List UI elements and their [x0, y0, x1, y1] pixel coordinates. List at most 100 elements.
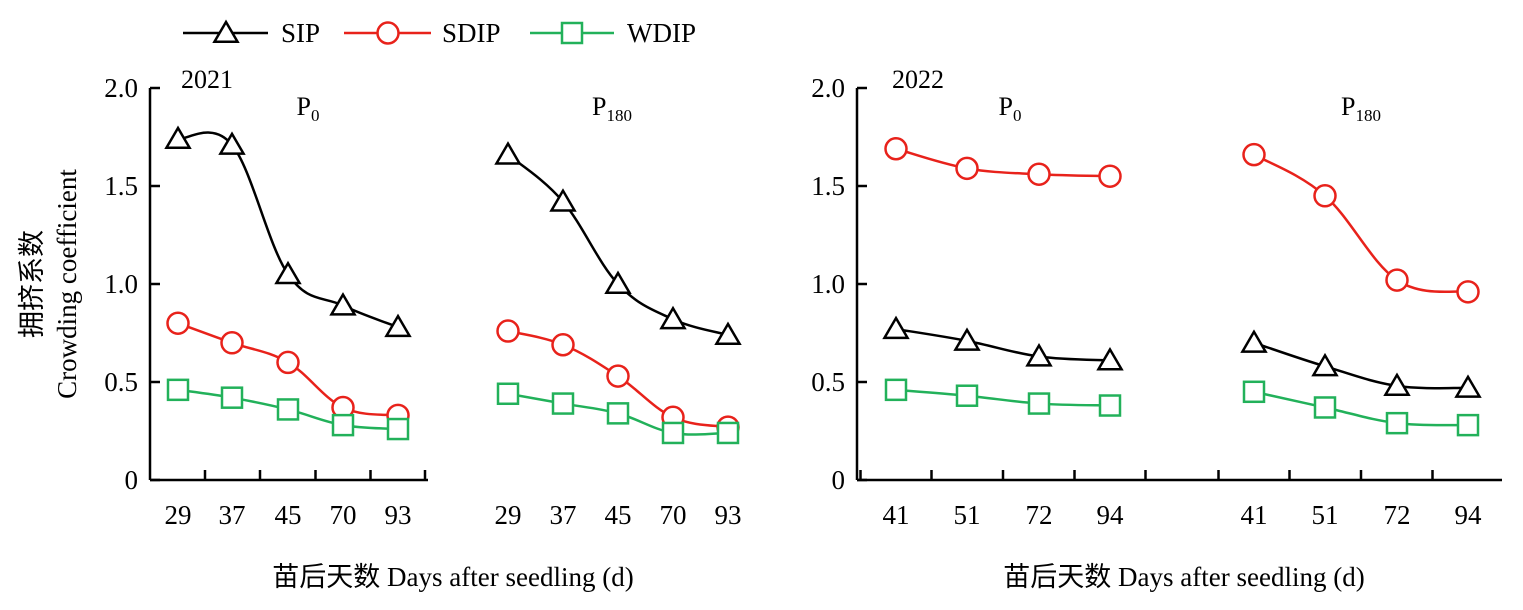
data-point: [549, 188, 577, 212]
x-tick-label: 93: [385, 500, 412, 530]
series-line: [895, 147, 1111, 178]
series-sdip: [166, 311, 410, 428]
legend-marker: [560, 21, 584, 45]
y-axis-title-cn: 拥挤系数: [17, 230, 47, 338]
x-tick-label: 37: [550, 500, 577, 530]
data-point: [496, 382, 520, 406]
legend-label: WDIP: [627, 18, 696, 48]
y-tick-label: 0: [832, 465, 846, 495]
data-point: [384, 313, 412, 338]
data-point: [276, 398, 300, 421]
legend-label: SIP: [281, 18, 320, 48]
data-point: [220, 386, 244, 409]
x-tick-label: 45: [275, 500, 302, 530]
panel-P0: P0 41 51 72 94: [882, 92, 1125, 530]
chart-2022: 0 0.5 1.0 1.5 2.0 2022 苗后天数 Days after seedlin…: [811, 65, 1502, 592]
data-point: [716, 421, 740, 445]
legend-item-sip: SIP: [183, 18, 320, 48]
data-point: [329, 292, 357, 316]
x-tick-label: 45: [605, 500, 632, 530]
y-tick-label: 0: [125, 465, 139, 495]
series-line: [895, 388, 1111, 407]
data-point: [955, 156, 979, 181]
panel-P0: P0 29 37 45 70 93: [164, 92, 412, 530]
x-tick-label: 70: [330, 500, 357, 530]
data-point: [1027, 162, 1051, 186]
data-point: [1096, 346, 1124, 371]
data-point: [1311, 352, 1339, 377]
x-tick-label: 29: [495, 500, 522, 530]
year-label: 2021: [181, 65, 233, 94]
legend-item-wdip: WDIP: [530, 18, 696, 48]
data-point: [606, 364, 630, 388]
data-point: [1098, 164, 1122, 188]
data-point: [551, 392, 575, 415]
data-point: [551, 333, 575, 357]
panel-title: P0: [297, 92, 320, 125]
series-wdip: [1242, 380, 1480, 437]
data-point: [661, 421, 685, 445]
data-point: [606, 402, 630, 425]
y-tick-label: 1.5: [104, 171, 138, 201]
x-tick-label: 72: [1384, 500, 1411, 530]
data-point: [955, 384, 979, 407]
x-tick-label: 51: [1312, 500, 1339, 530]
panel-P180: P180 29 37 45 70 93: [494, 92, 742, 530]
data-point: [1025, 343, 1053, 367]
y-tick-label: 2.0: [811, 73, 845, 103]
data-point: [659, 305, 687, 330]
data-point: [1240, 329, 1268, 353]
y-tick-label: 1.0: [811, 269, 845, 299]
legend-label: SDIP: [442, 18, 501, 48]
data-point: [218, 131, 246, 155]
x-tick-label: 72: [1026, 500, 1053, 530]
data-point: [496, 319, 520, 343]
chart-groups: 0 0.5 1.0 1.5 2.0 2021 苗后天数 Days after seedlin…: [104, 65, 1502, 592]
x-tick-label: 94: [1455, 500, 1483, 530]
data-point: [1313, 184, 1337, 208]
panel-title: P180: [592, 92, 632, 125]
series-sip: [494, 141, 742, 346]
x-tick-label: 41: [883, 500, 910, 530]
x-tick-label: 93: [715, 500, 742, 530]
data-point: [1456, 280, 1480, 304]
y-tick-label: 0.5: [104, 367, 138, 397]
data-point: [1098, 394, 1122, 417]
series-sip: [164, 125, 412, 338]
data-point: [276, 350, 300, 375]
x-tick-label: 70: [660, 500, 687, 530]
x-tick-label: 94: [1097, 500, 1125, 530]
data-point: [164, 125, 192, 150]
data-point: [331, 413, 355, 437]
y-tick-label: 1.0: [104, 269, 138, 299]
data-point: [166, 311, 190, 335]
series-sip: [882, 315, 1124, 371]
legend-item-sdip: SDIP: [344, 18, 501, 48]
y-tick-label: 0.5: [811, 367, 845, 397]
series-line: [507, 153, 729, 337]
x-tick-label: 29: [165, 500, 192, 530]
series-line: [1253, 341, 1469, 390]
series-wdip: [166, 378, 410, 441]
data-point: [714, 321, 742, 346]
x-tick-label: 41: [1241, 500, 1268, 530]
legend-marker: [376, 21, 400, 45]
data-point: [1383, 372, 1411, 396]
data-point: [1456, 413, 1480, 437]
panel-title: P0: [999, 92, 1022, 125]
x-axis-title: 苗后天数 Days after seedling (d): [1003, 562, 1364, 592]
panel-P180: P180 41 51 72 94: [1240, 92, 1483, 530]
series-sdip: [1242, 142, 1480, 304]
data-point: [386, 417, 410, 441]
data-point: [884, 378, 908, 402]
series-line: [177, 131, 399, 329]
data-point: [1385, 268, 1409, 292]
x-tick-label: 37: [219, 500, 246, 530]
legend: SIP SDIP WDIP: [183, 18, 696, 48]
x-axis-title: 苗后天数 Days after seedling (d): [272, 562, 633, 592]
series-wdip: [884, 378, 1122, 417]
data-point: [953, 327, 981, 351]
data-point: [274, 260, 302, 285]
series-line: [895, 327, 1111, 362]
data-point: [494, 141, 522, 165]
